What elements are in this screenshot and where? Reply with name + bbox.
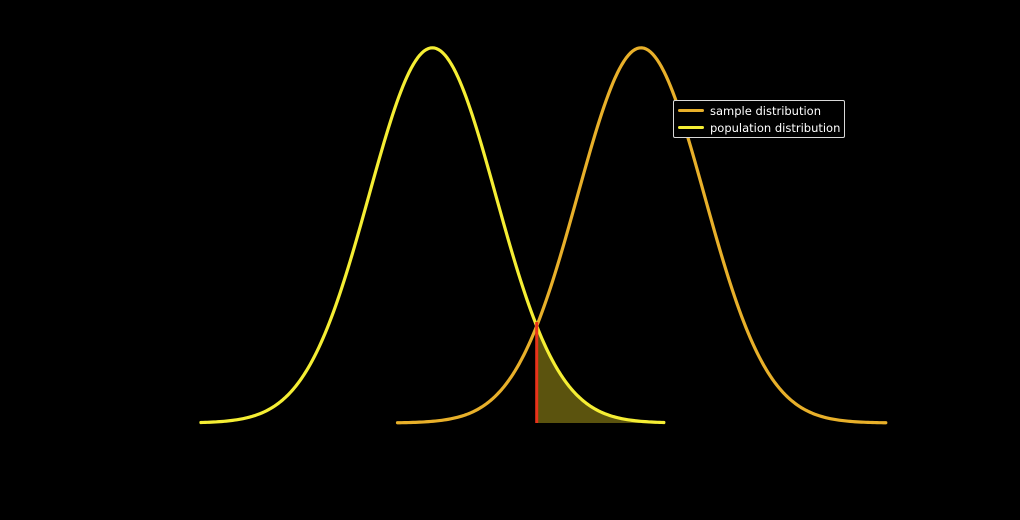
rejection-region-shading: [536, 326, 664, 423]
population-distribution-curve: [199, 46, 666, 425]
legend-item-population: population distribution: [678, 119, 844, 136]
legend-label-sample: sample distribution: [710, 103, 822, 118]
legend-label-population: population distribution: [710, 120, 841, 135]
legend-item-sample: sample distribution: [678, 102, 844, 119]
legend: sample distribution population distribut…: [673, 100, 845, 138]
legend-swatch-sample: [678, 109, 704, 112]
legend-swatch-population: [678, 126, 704, 129]
sample-distribution-curve: [395, 46, 888, 425]
